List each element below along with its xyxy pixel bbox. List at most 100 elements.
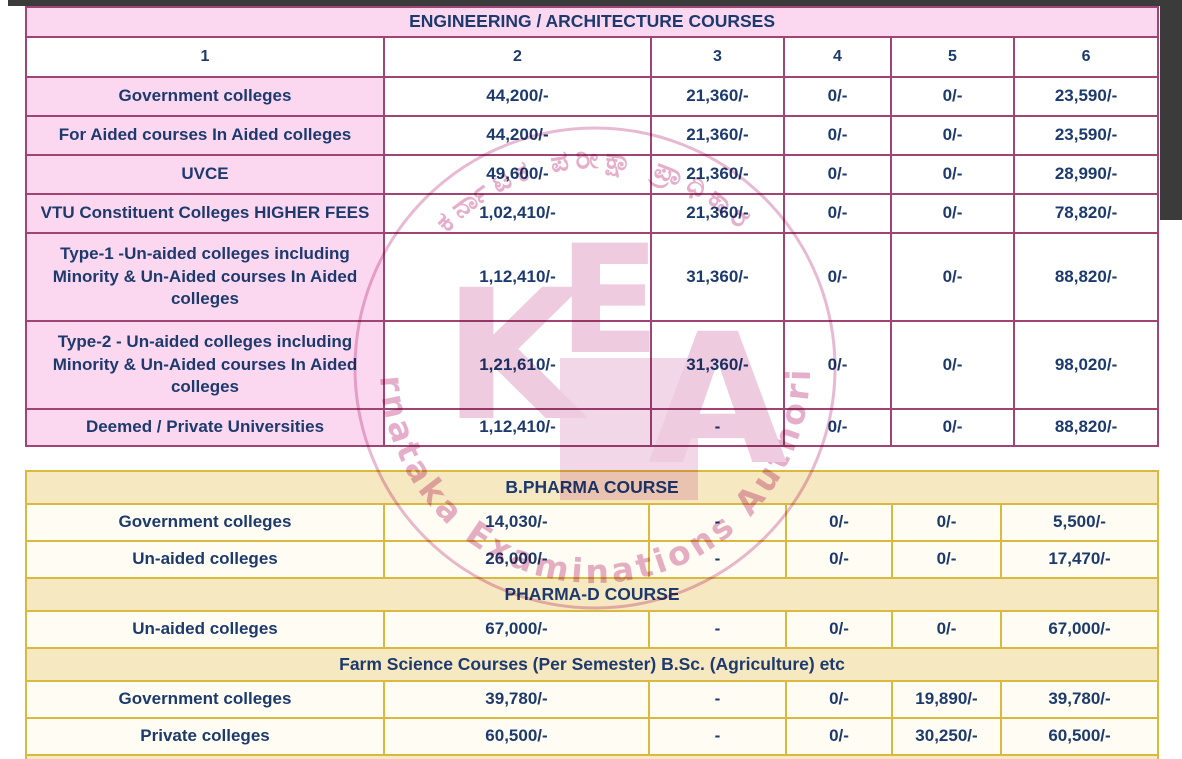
fee-value: 30,250/- [891, 717, 1002, 756]
fee-value: 21,360/- [650, 115, 785, 156]
fee-value: 67,000/- [999, 610, 1160, 649]
fee-value: 0/- [783, 193, 892, 234]
fee-value: 44,200/- [383, 115, 652, 156]
section-title-pharma-d: PHARMA-D COURSE [24, 577, 1160, 612]
fee-value: 39,780/- [999, 680, 1160, 719]
fee-value: 39,780/- [383, 680, 650, 719]
fee-value: 28,990/- [1012, 154, 1160, 195]
fee-value: - [648, 503, 787, 542]
fee-value: 60,500/- [999, 717, 1160, 756]
fee-value: 0/- [890, 232, 1015, 322]
top-edge-bar [8, 0, 1182, 6]
fee-value: 0/- [785, 610, 893, 649]
fee-value: 19,890/- [891, 680, 1002, 719]
fee-value: 0/- [890, 154, 1015, 195]
row-label: Government colleges [25, 503, 385, 542]
right-edge-bar [1160, 0, 1182, 220]
column-header-3: 3 [650, 36, 785, 78]
table-row: Deemed / Private Universities 1,12,410/-… [25, 408, 1160, 447]
fee-value: 17,470/- [999, 540, 1160, 579]
fee-value: 31,360/- [650, 232, 785, 322]
row-label: Government colleges [25, 76, 385, 117]
pharma-farm-fee-table: B.PHARMA COURSE Government colleges 14,0… [24, 470, 1160, 759]
fee-value: 14,030/- [383, 503, 650, 542]
fee-value: 0/- [783, 115, 892, 156]
fee-value: 49,600/- [383, 154, 652, 195]
table-row: For Aided courses In Aided colleges 44,2… [25, 115, 1160, 156]
table-row: VTU Constituent Colleges HIGHER FEES 1,0… [25, 193, 1160, 234]
fee-value: 88,820/- [1012, 408, 1160, 447]
column-header-6: 6 [1012, 36, 1160, 78]
fee-value: 0/- [783, 76, 892, 117]
fee-value: 0/- [783, 408, 892, 447]
row-label: Type-1 -Un-aided colleges including Mino… [25, 232, 385, 322]
fee-value: 5,500/- [999, 503, 1160, 542]
table1-title: ENGINEERING / ARCHITECTURE COURSES [24, 6, 1160, 38]
fee-value: 0/- [783, 154, 892, 195]
section-title-farm-science: Farm Science Courses (Per Semester) B.Sc… [24, 647, 1160, 682]
fee-value: 0/- [783, 320, 892, 410]
fee-value: 0/- [785, 540, 893, 579]
fee-value: - [648, 680, 787, 719]
fee-value: 1,12,410/- [383, 232, 652, 322]
fee-value: - [648, 540, 787, 579]
row-label: Private colleges [25, 717, 385, 756]
section-header-row: PHARMA-D COURSE [24, 577, 1160, 612]
fee-value: 21,360/- [650, 154, 785, 195]
fee-value: 0/- [891, 540, 1002, 579]
cutoff-band-row [24, 754, 1160, 759]
table-row: Type-1 -Un-aided colleges including Mino… [25, 232, 1160, 322]
fee-value: 60,500/- [383, 717, 650, 756]
fee-value: 44,200/- [383, 76, 652, 117]
fee-value: 1,21,610/- [383, 320, 652, 410]
fee-value: 26,000/- [383, 540, 650, 579]
fee-value: 0/- [890, 408, 1015, 447]
fee-value: 0/- [891, 610, 1002, 649]
fee-value: 98,020/- [1012, 320, 1160, 410]
fee-value: 88,820/- [1012, 232, 1160, 322]
table-row: Government colleges 14,030/- - 0/- 0/- 5… [25, 503, 1160, 542]
row-label: Type-2 - Un-aided colleges including Min… [25, 320, 385, 410]
fee-value: 21,360/- [650, 76, 785, 117]
column-header-5: 5 [890, 36, 1015, 78]
fee-value: 1,12,410/- [383, 408, 652, 447]
table-row: Type-2 - Un-aided colleges including Min… [25, 320, 1160, 410]
fee-value: 0/- [890, 115, 1015, 156]
table-row: Government colleges 44,200/- 21,360/- 0/… [25, 76, 1160, 117]
table-row: UVCE 49,600/- 21,360/- 0/- 0/- 28,990/- [25, 154, 1160, 195]
fee-value: 0/- [783, 232, 892, 322]
row-label: Deemed / Private Universities [25, 408, 385, 447]
fee-value: 78,820/- [1012, 193, 1160, 234]
table-title-row: ENGINEERING / ARCHITECTURE COURSES [24, 6, 1160, 38]
table-row: Un-aided colleges 67,000/- - 0/- 0/- 67,… [25, 610, 1160, 649]
column-header-2: 2 [383, 36, 652, 78]
fee-value: - [648, 717, 787, 756]
table-row: Government colleges 39,780/- - 0/- 19,89… [25, 680, 1160, 719]
column-header-4: 4 [783, 36, 892, 78]
row-label: UVCE [25, 154, 385, 195]
row-label: Un-aided colleges [25, 540, 385, 579]
table-row: Un-aided colleges 26,000/- - 0/- 0/- 17,… [25, 540, 1160, 579]
row-label: VTU Constituent Colleges HIGHER FEES [25, 193, 385, 234]
fee-value: 0/- [785, 680, 893, 719]
fee-value: 23,590/- [1012, 115, 1160, 156]
fee-value: 23,590/- [1012, 76, 1160, 117]
row-label: Government colleges [25, 680, 385, 719]
row-label: For Aided courses In Aided colleges [25, 115, 385, 156]
fee-value: 0/- [890, 320, 1015, 410]
column-header-row: 1 2 3 4 5 6 [25, 36, 1160, 78]
row-label: Un-aided colleges [25, 610, 385, 649]
fee-value: 0/- [785, 503, 893, 542]
fee-value: 31,360/- [650, 320, 785, 410]
column-header-1: 1 [25, 36, 385, 78]
table-row: Private colleges 60,500/- - 0/- 30,250/-… [25, 717, 1160, 756]
cutoff-band [24, 754, 1160, 759]
fee-value: 0/- [890, 76, 1015, 117]
engineering-architecture-fee-table: ENGINEERING / ARCHITECTURE COURSES 1 2 3… [24, 6, 1160, 447]
fee-value: 67,000/- [383, 610, 650, 649]
fee-value: 0/- [785, 717, 893, 756]
fee-value: 1,02,410/- [383, 193, 652, 234]
fee-value: - [650, 408, 785, 447]
section-header-row: B.PHARMA COURSE [24, 470, 1160, 505]
fee-value: 21,360/- [650, 193, 785, 234]
